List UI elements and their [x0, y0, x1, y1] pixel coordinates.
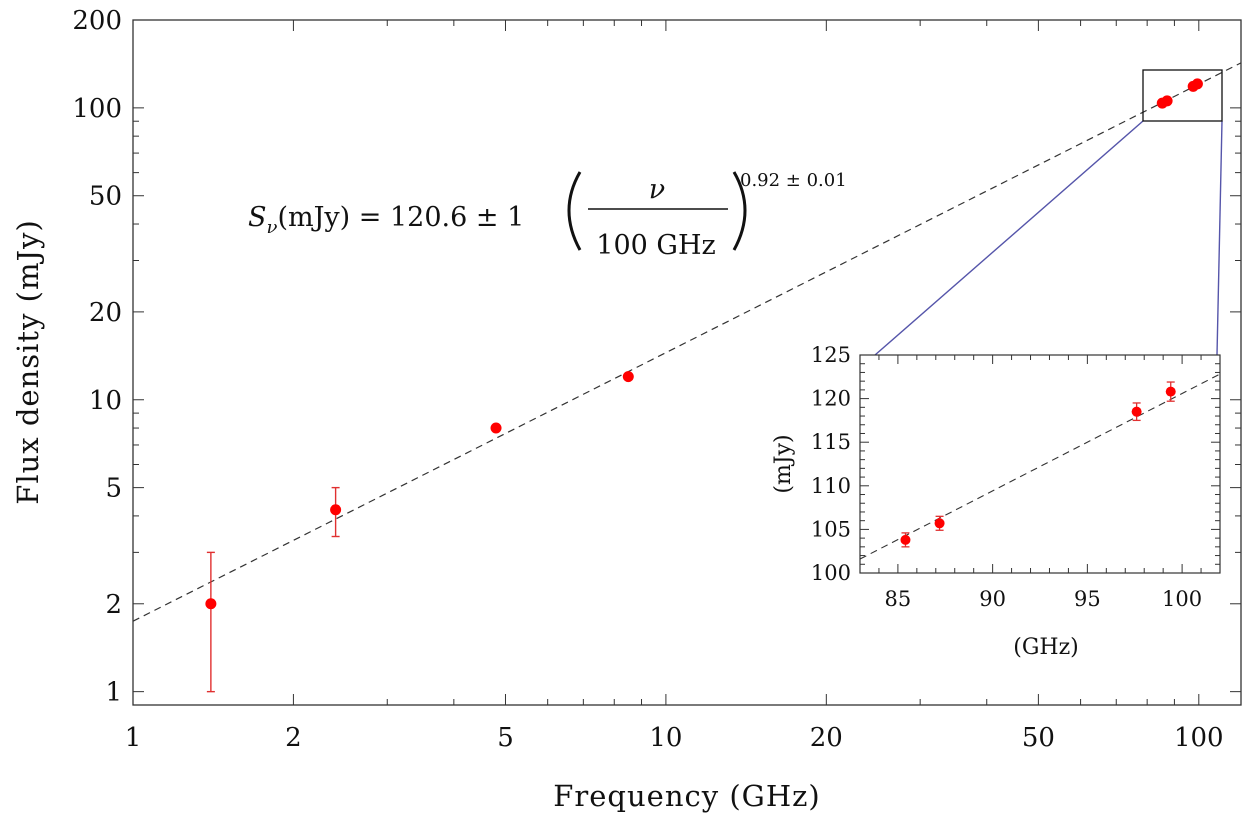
- x-tick-label: 5: [497, 723, 514, 753]
- inset-y-tick-label: 100: [811, 561, 851, 585]
- data-point: [490, 422, 502, 434]
- inset-x-tick-label: 85: [885, 587, 912, 611]
- inset-data-point: [1131, 406, 1142, 417]
- inset-data-point: [900, 534, 911, 545]
- y-tick-label: 10: [89, 386, 122, 416]
- x-tick-label: 100: [1174, 723, 1224, 753]
- x-tick-label: 2: [285, 723, 302, 753]
- inset-data-points: [900, 381, 1176, 548]
- data-point: [1191, 78, 1203, 90]
- y-tick-label: 50: [89, 182, 122, 212]
- x-tick-label: 10: [649, 723, 682, 753]
- inset-x-tick-label: 95: [1074, 587, 1101, 611]
- inset-plot-frame: [859, 354, 1221, 574]
- eq-exponent: 0.92 ± 0.01: [740, 170, 847, 191]
- main-plot-frame: [132, 19, 1242, 706]
- eq-left-paren: [567, 171, 582, 251]
- inset-y-axis-label: (mJy): [771, 434, 796, 493]
- inset-fit-line: [859, 373, 1221, 560]
- inset-y-tick-label: 125: [811, 343, 851, 367]
- eq-subscript: ν: [267, 217, 278, 238]
- x-tick-label: 1: [125, 723, 142, 753]
- zoom-box: [1142, 69, 1223, 122]
- svg-text:Sν(mJy) = 120.6 ± 1: Sν(mJy) = 120.6 ± 1: [248, 202, 524, 238]
- fit-line: [132, 62, 1242, 622]
- data-point: [330, 504, 342, 516]
- inset-data-point: [1165, 386, 1176, 397]
- eq-denominator: 100 GHz: [596, 230, 715, 261]
- inset-x-tick-label: 90: [979, 587, 1006, 611]
- inset-y-tick-label: 105: [811, 517, 851, 541]
- inset-data-point: [934, 518, 945, 529]
- inset-plot-background: [860, 355, 1220, 573]
- data-point: [205, 598, 217, 610]
- eq-right-paren: [732, 171, 747, 251]
- y-tick-label: 200: [72, 6, 122, 36]
- y-tick-label: 100: [72, 94, 122, 124]
- inset-y-tick-label: 115: [811, 430, 851, 454]
- inset-y-tick-label: 120: [811, 387, 851, 411]
- eq-symbol-s: S: [248, 202, 267, 233]
- y-tick-label: 2: [105, 590, 122, 620]
- eq-numerator: ν: [649, 174, 665, 205]
- y-tick-label: 20: [89, 298, 122, 328]
- data-point: [622, 371, 634, 383]
- x-tick-label: 50: [1022, 723, 1055, 753]
- y-tick-label: 5: [105, 474, 122, 504]
- main-fit-line: [132, 62, 1242, 622]
- main-y-axis-label: Flux density (mJy): [11, 219, 45, 505]
- inset-x-axis-label: (GHz): [1013, 635, 1079, 660]
- fit-equation: Sν(mJy) = 120.6 ± 1 ν 100 GHz 0.92 ± 0.0…: [248, 170, 847, 261]
- zoom-indicator: [874, 69, 1223, 356]
- data-point: [1161, 95, 1173, 107]
- inset-x-tick-label: 100: [1162, 587, 1202, 611]
- inset-y-tick-label: 110: [811, 474, 851, 498]
- main-data-points: [205, 78, 1203, 693]
- zoom-connector: [874, 120, 1144, 356]
- inset-fit-line: [859, 373, 1221, 560]
- x-tick-label: 20: [810, 723, 843, 753]
- inset-axis-ticks: 85 90 95 100 100 105 110 115 120 125: [811, 343, 1221, 611]
- eq-lhs-rest: (mJy) = 120.6 ± 1: [277, 202, 524, 233]
- main-x-axis-label: Frequency (GHz): [553, 779, 820, 813]
- y-tick-label: 1: [105, 678, 122, 708]
- zoom-connector: [1216, 120, 1223, 356]
